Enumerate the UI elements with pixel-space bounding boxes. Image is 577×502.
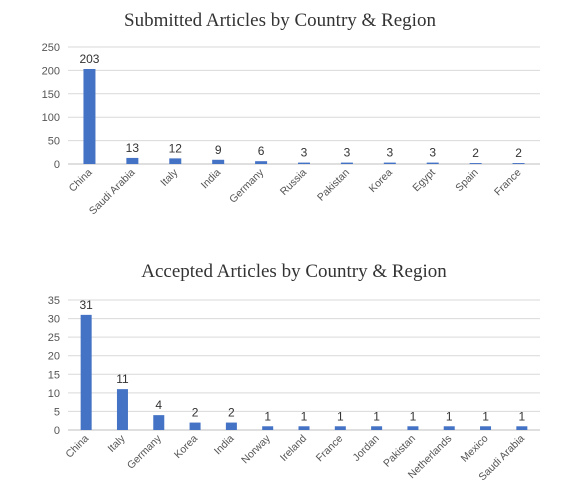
bar: [383, 162, 396, 164]
data-label: 3: [429, 146, 436, 160]
category-label: Ireland: [278, 433, 309, 464]
data-label: 203: [79, 52, 99, 66]
y-tick-label: 25: [48, 332, 60, 344]
data-label: 1: [482, 409, 489, 423]
category-label: Mexico: [459, 433, 491, 465]
y-tick-label: 100: [42, 112, 60, 124]
data-label: 1: [519, 409, 526, 423]
data-label: 2: [228, 406, 235, 420]
data-label: 2: [192, 406, 199, 420]
category-label: Jordan: [351, 433, 382, 464]
category-label: Russia: [278, 167, 309, 198]
category-label: China: [67, 167, 95, 195]
y-tick-label: 0: [54, 425, 60, 437]
bar: [126, 157, 139, 164]
bar: [516, 426, 528, 430]
data-label: 1: [301, 409, 308, 423]
chart-title: Submitted Articles by Country & Region: [124, 10, 436, 31]
y-tick-label: 0: [54, 159, 60, 171]
category-label: Korea: [172, 433, 200, 461]
bar: [80, 314, 92, 430]
data-label: 2: [472, 146, 479, 160]
y-tick-label: 200: [42, 65, 60, 77]
bar: [212, 159, 225, 164]
y-tick-label: 15: [48, 369, 60, 381]
data-label: 9: [215, 143, 222, 157]
category-label: Pakistan: [315, 167, 352, 204]
data-label: 13: [126, 141, 140, 155]
bar: [443, 426, 455, 430]
y-tick-label: 20: [48, 351, 60, 363]
data-label: 1: [446, 409, 453, 423]
submitted-articles-chart: Submitted Articles by Country & Region 0…: [42, 10, 540, 217]
data-label: 2: [515, 146, 522, 160]
bar: [116, 389, 128, 430]
data-label: 1: [410, 409, 417, 423]
data-label: 1: [264, 409, 271, 423]
bar: [153, 415, 165, 430]
bar: [407, 426, 419, 430]
category-label: Korea: [367, 167, 395, 195]
y-tick-label: 50: [48, 136, 60, 148]
data-label: 3: [301, 146, 308, 160]
category-label: India: [199, 167, 224, 192]
y-tick-label: 250: [42, 42, 60, 54]
bar: [298, 162, 310, 164]
bar: [371, 426, 383, 430]
bar: [298, 426, 310, 430]
category-label: Spain: [453, 167, 481, 195]
bar: [480, 426, 492, 430]
bar: [340, 162, 353, 164]
category-label: France: [492, 167, 524, 199]
data-label: 3: [344, 146, 351, 160]
data-label: 1: [373, 409, 380, 423]
category-label: Egypt: [410, 167, 438, 195]
category-label: Saudi Arabia: [87, 167, 138, 218]
data-label: 4: [155, 398, 162, 412]
bar: [512, 163, 525, 164]
y-tick-label: 5: [54, 406, 60, 418]
bar: [334, 426, 346, 430]
category-label: Germany: [227, 166, 267, 206]
data-label: 11: [116, 372, 129, 386]
y-tick-label: 30: [48, 314, 60, 326]
data-label: 31: [79, 298, 93, 312]
bar: [169, 158, 182, 164]
data-label: 6: [258, 144, 265, 158]
bar: [189, 422, 201, 430]
category-label: Pakistan: [381, 433, 418, 470]
category-label: China: [63, 433, 91, 461]
bar: [225, 422, 237, 430]
y-tick-label: 35: [48, 295, 60, 307]
bar: [426, 162, 439, 164]
category-label: France: [314, 433, 346, 465]
bar: [469, 163, 482, 164]
data-label: 1: [337, 409, 344, 423]
bar: [262, 426, 274, 430]
y-tick-label: 150: [42, 89, 60, 101]
data-label: 12: [169, 141, 183, 155]
category-label: Norway: [239, 432, 273, 466]
category-label: Italy: [158, 166, 181, 189]
category-label: Germany: [125, 432, 165, 472]
category-label: Italy: [105, 432, 128, 455]
bar: [255, 161, 268, 164]
category-label: India: [212, 433, 237, 458]
bar: [83, 68, 96, 164]
accepted-articles-chart: Accepted Articles by Country & Region 0 5…: [48, 261, 540, 483]
chart-title: Accepted Articles by Country & Region: [141, 261, 447, 282]
data-label: 3: [386, 146, 393, 160]
y-tick-label: 10: [48, 388, 60, 400]
